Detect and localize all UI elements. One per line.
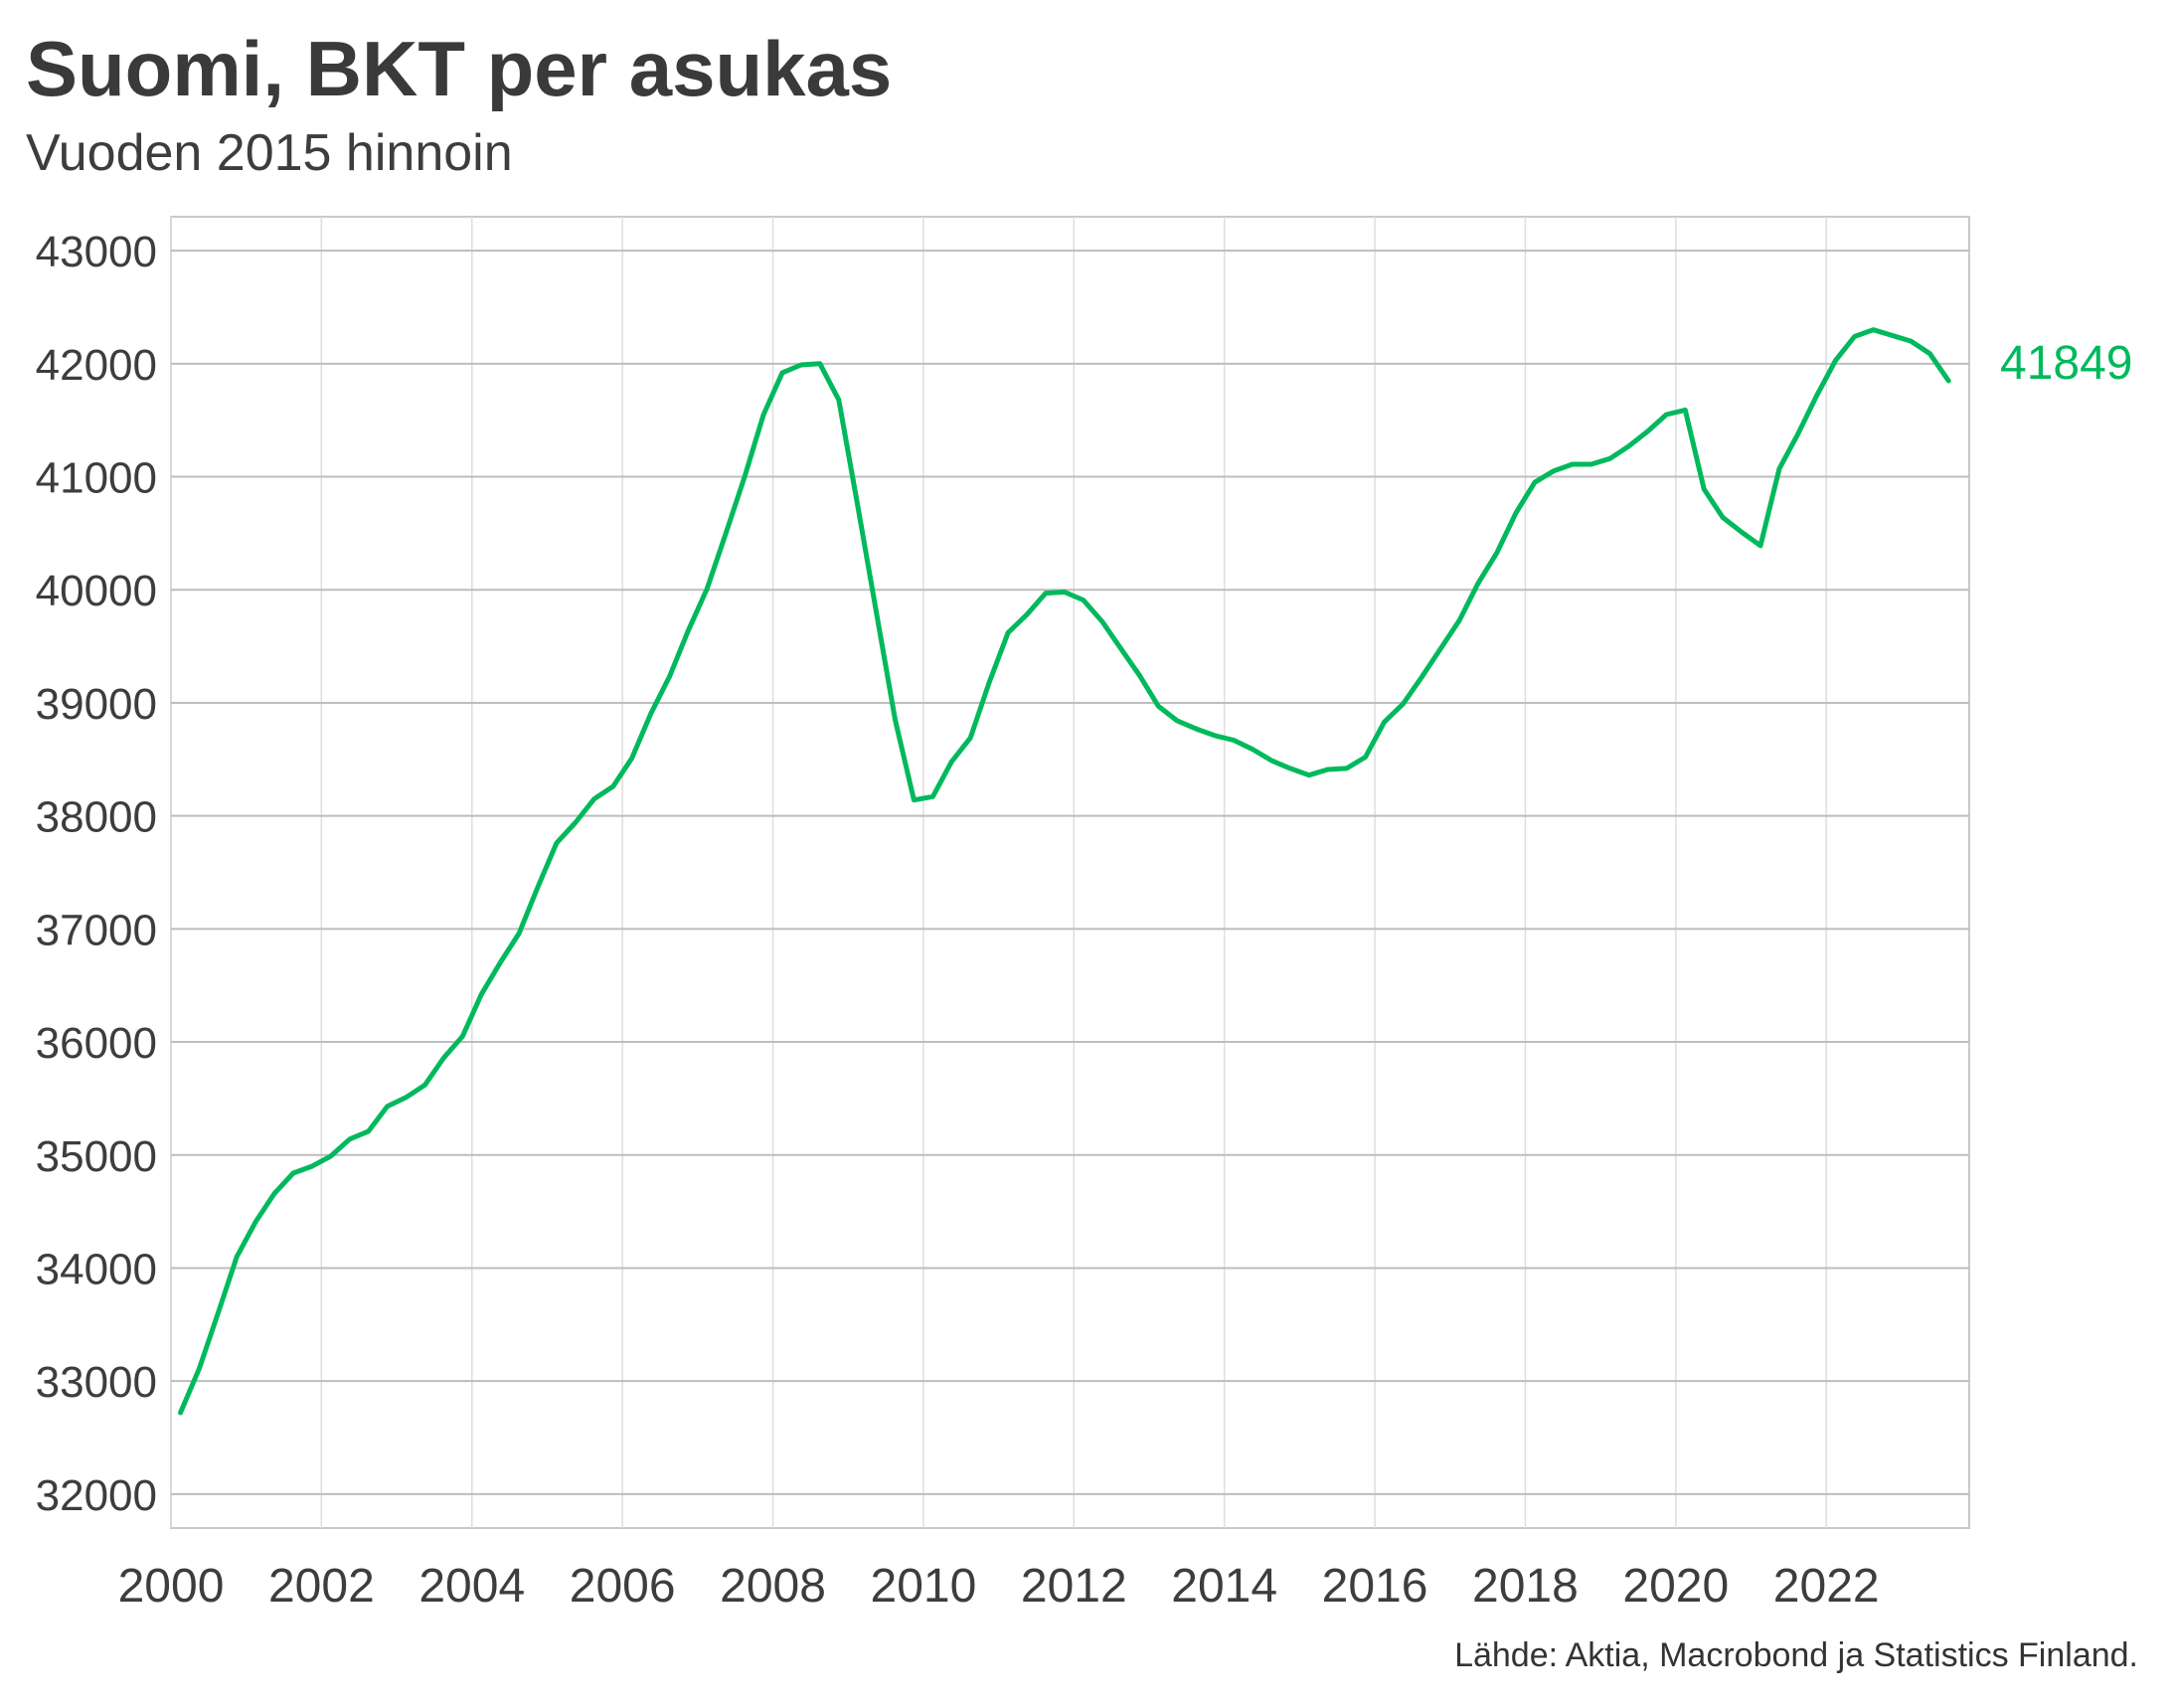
x-tick-label: 2000	[118, 1560, 225, 1613]
x-tick-label: 2002	[268, 1560, 375, 1613]
y-tick-label: 42000	[36, 341, 157, 390]
y-tick-label: 40000	[36, 567, 157, 615]
x-axis-ticks: 2000 2002 2004 2006 2008 2010 2012 2014 2016 2018…	[118, 1560, 1880, 1613]
x-tick-label: 2012	[1021, 1560, 1127, 1613]
x-tick-label: 2006	[570, 1560, 676, 1613]
y-tick-label: 39000	[36, 680, 157, 729]
y-tick-label: 41000	[36, 454, 157, 503]
y-tick-label: 37000	[36, 906, 157, 954]
last-value-label: 41849	[2000, 337, 2132, 390]
x-tick-label: 2014	[1171, 1560, 1277, 1613]
gdp-per-capita-line	[178, 327, 1951, 1416]
horizontal-gridlines	[171, 250, 1969, 1495]
y-tick-label: 32000	[36, 1471, 157, 1520]
x-tick-label: 2022	[1773, 1560, 1880, 1613]
y-axis-ticks: 32000 33000 34000 35000 36000 37000 38000 39000…	[36, 228, 157, 1520]
chart-subtitle: Vuoden 2015 hinnoin	[26, 124, 513, 182]
y-tick-label: 36000	[36, 1019, 157, 1068]
y-tick-label: 34000	[36, 1245, 157, 1293]
x-tick-label: 2010	[871, 1560, 977, 1613]
source-note: Lähde: Aktia, Macrobond ja Statistics Fi…	[1454, 1636, 2138, 1674]
vertical-gridlines	[170, 217, 1827, 1528]
chart-title: Suomi, BKT per asukas	[26, 25, 893, 112]
x-tick-label: 2020	[1622, 1560, 1729, 1613]
x-tick-label: 2018	[1472, 1560, 1579, 1613]
plot-frame	[170, 216, 1970, 1529]
x-tick-label: 2008	[720, 1560, 826, 1613]
y-tick-label: 33000	[36, 1358, 157, 1407]
y-tick-label: 43000	[36, 228, 157, 276]
y-tick-label: 38000	[36, 793, 157, 842]
x-tick-label: 2004	[418, 1560, 525, 1613]
x-tick-label: 2016	[1322, 1560, 1428, 1613]
y-tick-label: 35000	[36, 1132, 157, 1181]
